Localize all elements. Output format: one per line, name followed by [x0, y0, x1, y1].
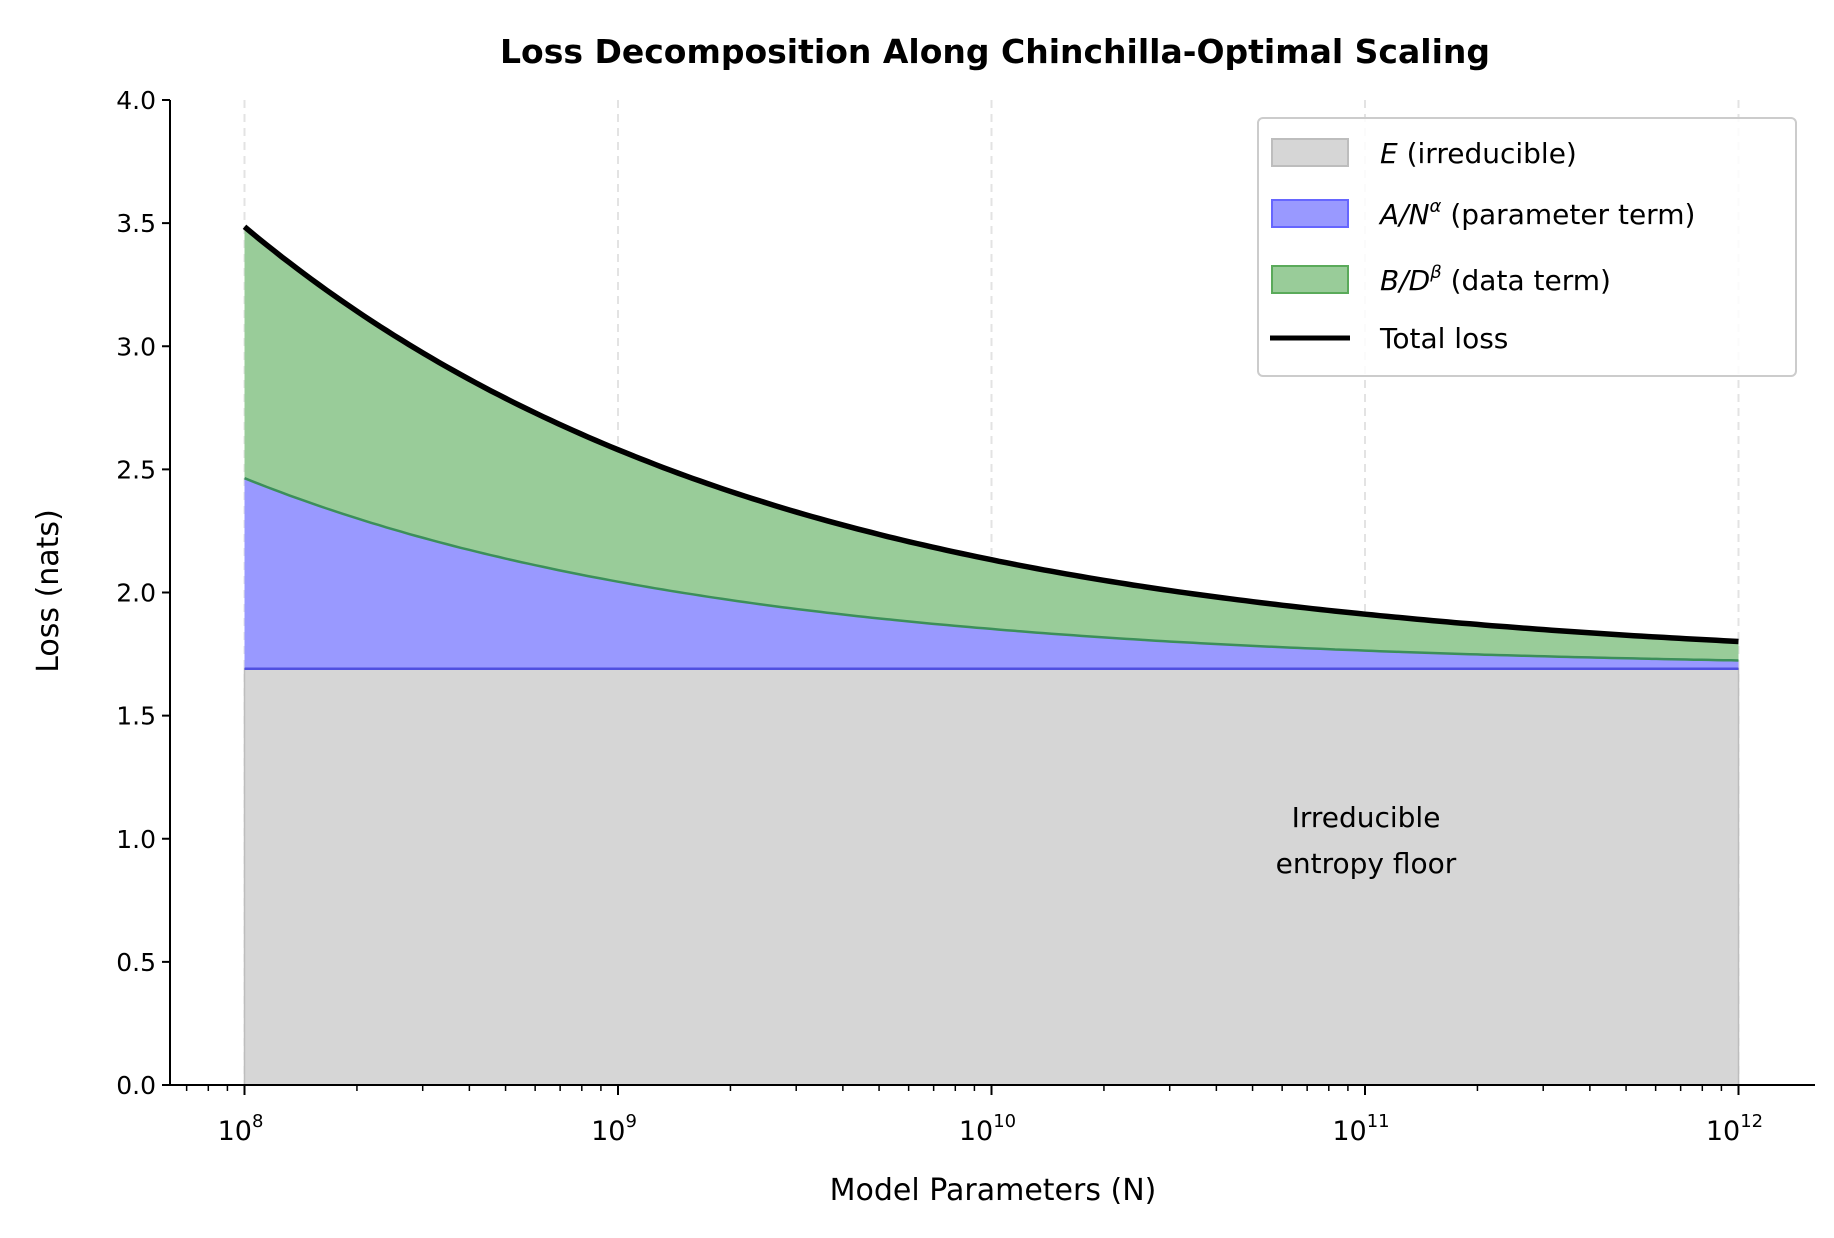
legend-label-param: A/Nα (parameter term) — [1378, 196, 1695, 231]
area-irreducible — [243, 668, 1740, 1086]
x-tick-label: 108 — [218, 1111, 264, 1147]
annotation-line2: entropy floor — [1276, 847, 1457, 880]
total-loss-line — [242, 224, 1739, 645]
x-tick-label: 1012 — [1706, 1111, 1763, 1147]
y-tick-label: 4.0 — [116, 86, 156, 115]
x-axis-label: Model Parameters (N) — [830, 1173, 1157, 1208]
area-data — [244, 226, 1739, 661]
legend-swatch-data — [1271, 265, 1349, 294]
legend-label-data: B/Dβ (data term) — [1380, 262, 1611, 297]
x-tick-label: 109 — [591, 1111, 637, 1147]
legend-label-total: Total loss — [1379, 322, 1508, 355]
y-tick-label: 3.0 — [116, 332, 156, 361]
x-tick-label: 1010 — [959, 1111, 1016, 1147]
annotation-line1: Irreducible — [1292, 801, 1441, 834]
y-tick-label: 3.5 — [116, 209, 156, 238]
chart-title: Loss Decomposition Along Chinchilla-Opti… — [500, 32, 1490, 71]
areas — [242, 224, 1740, 1086]
y-tick-label: 0.5 — [116, 948, 156, 977]
y-axis-label: Loss (nats) — [31, 509, 66, 673]
y-tick-label: 0.0 — [116, 1071, 156, 1100]
legend-swatch-param — [1271, 199, 1349, 228]
y-tick-label: 1.0 — [116, 825, 156, 854]
ticks: 0.0 0.5 1.0 1.5 2.0 2.5 3.0 3.5 4.0 108 109 1010 101… — [116, 86, 1763, 1147]
legend-label-irreducible: E (irreducible) — [1380, 137, 1577, 170]
param-data-boundary — [244, 477, 1739, 662]
y-tick-label: 2.0 — [116, 579, 156, 608]
x-tick-label: 1011 — [1332, 1111, 1389, 1147]
legend: E (irreducible) A/Nα (parameter term) B/… — [1257, 117, 1797, 377]
y-tick-label: 1.5 — [116, 702, 156, 731]
legend-frame — [1257, 117, 1797, 377]
legend-swatch-irreducible — [1271, 138, 1349, 167]
y-tick-label: 2.5 — [116, 455, 156, 484]
area-param — [244, 478, 1739, 669]
